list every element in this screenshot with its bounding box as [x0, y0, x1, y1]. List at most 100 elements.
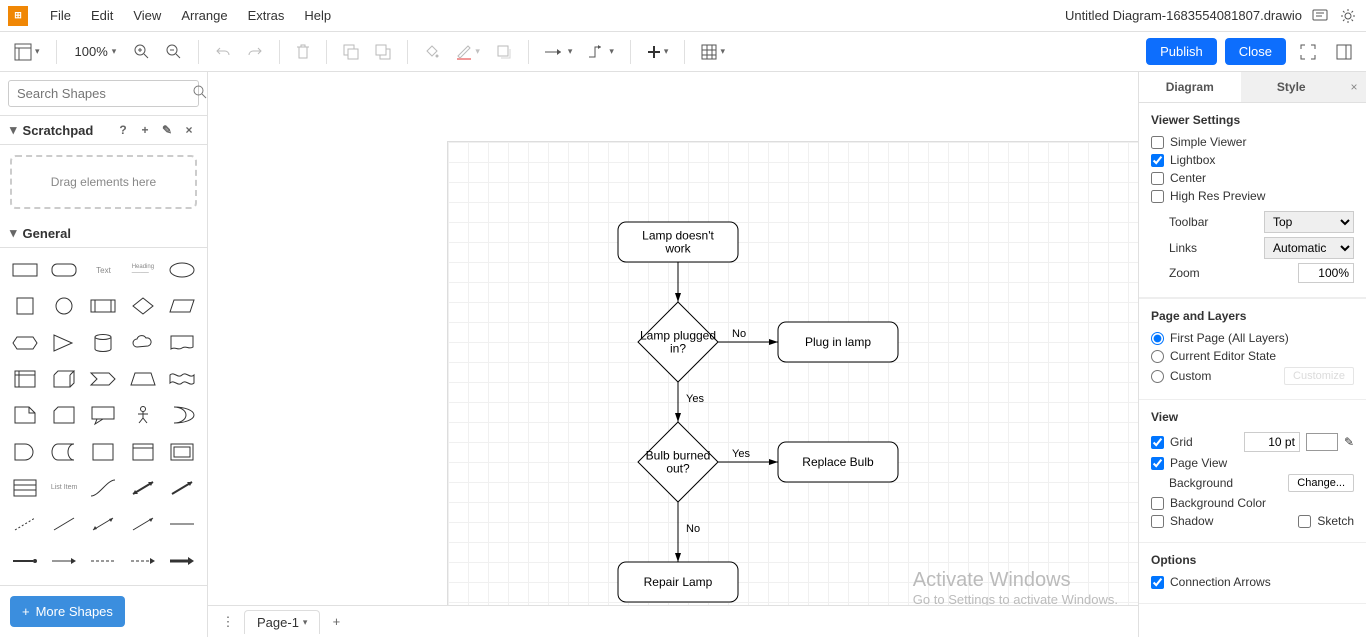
- shadow-button[interactable]: [490, 38, 518, 66]
- shape-conn3[interactable]: [87, 547, 120, 575]
- menu-extras[interactable]: Extras: [238, 4, 295, 27]
- center-checkbox[interactable]: [1151, 172, 1164, 185]
- links-select[interactable]: Automatic: [1264, 237, 1354, 259]
- theme-icon[interactable]: [1338, 6, 1358, 26]
- conn-arrows-checkbox[interactable]: [1151, 576, 1164, 589]
- scratchpad-header[interactable]: ▾ Scratchpad ? + ✎ ×: [0, 116, 207, 145]
- to-back-button[interactable]: [369, 38, 397, 66]
- shape-list-item[interactable]: List Item: [47, 474, 80, 502]
- shape-diamond[interactable]: [126, 292, 159, 320]
- undo-button[interactable]: [209, 38, 237, 66]
- shape-line[interactable]: [47, 510, 80, 538]
- redo-button[interactable]: [241, 38, 269, 66]
- fullscreen-button[interactable]: [1294, 38, 1322, 66]
- delete-button[interactable]: [290, 38, 316, 66]
- shape-trapezoid[interactable]: [126, 365, 159, 393]
- sketch-checkbox[interactable]: [1298, 515, 1311, 528]
- zoom-out-button[interactable]: [160, 38, 188, 66]
- tab-diagram[interactable]: Diagram: [1139, 72, 1241, 102]
- canvas-area[interactable]: NoYesYesNoLamp doesn'tworkLamp pluggedin…: [208, 72, 1138, 637]
- close-panel-icon[interactable]: ×: [1342, 72, 1366, 102]
- add-button[interactable]: [641, 38, 675, 66]
- highres-checkbox[interactable]: [1151, 190, 1164, 203]
- menu-arrange[interactable]: Arrange: [171, 4, 237, 27]
- shape-tape[interactable]: [166, 365, 199, 393]
- shape-circle[interactable]: [47, 292, 80, 320]
- shape-internal-storage[interactable]: [8, 365, 41, 393]
- pages-menu-button[interactable]: ⋮: [216, 610, 240, 634]
- connection-style-button[interactable]: [539, 38, 579, 66]
- shape-actor[interactable]: [126, 401, 159, 429]
- publish-button[interactable]: Publish: [1146, 38, 1217, 65]
- zoom-in-button[interactable]: [128, 38, 156, 66]
- shadow-checkbox[interactable]: [1151, 515, 1164, 528]
- shape-data-storage[interactable]: [47, 438, 80, 466]
- shape-link[interactable]: [166, 510, 199, 538]
- format-panel-button[interactable]: [1330, 38, 1358, 66]
- shape-dir-thin[interactable]: [126, 510, 159, 538]
- shape-container-titled[interactable]: [126, 438, 159, 466]
- shape-conn4[interactable]: [126, 547, 159, 575]
- fill-color-button[interactable]: [418, 38, 446, 66]
- more-shapes-button[interactable]: + More Shapes: [10, 596, 125, 627]
- bgcolor-checkbox[interactable]: [1151, 497, 1164, 510]
- page-tab-1[interactable]: Page-1 ▾: [244, 610, 320, 634]
- document-title[interactable]: Untitled Diagram-1683554081807.drawio: [1065, 8, 1302, 23]
- shape-frame[interactable]: [166, 438, 199, 466]
- to-front-button[interactable]: [337, 38, 365, 66]
- zoom-dropdown[interactable]: 100%▾: [67, 44, 125, 59]
- shape-parallelogram[interactable]: [166, 292, 199, 320]
- toolbar-select[interactable]: Top: [1264, 211, 1354, 233]
- tab-style[interactable]: Style: [1241, 72, 1343, 102]
- shape-hexagon[interactable]: [8, 329, 41, 357]
- general-header[interactable]: ▾ General: [0, 219, 207, 248]
- view-mode-button[interactable]: [8, 38, 46, 66]
- grid-color-swatch[interactable]: [1306, 433, 1338, 451]
- simple-viewer-checkbox[interactable]: [1151, 136, 1164, 149]
- scratchpad-edit-icon[interactable]: ✎: [159, 122, 175, 138]
- shape-triangle[interactable]: [47, 329, 80, 357]
- shape-roundrect[interactable]: [47, 256, 80, 284]
- menu-help[interactable]: Help: [294, 4, 341, 27]
- shape-document[interactable]: [166, 329, 199, 357]
- scratchpad-help-icon[interactable]: ?: [115, 122, 131, 138]
- shape-curve[interactable]: [87, 474, 120, 502]
- search-shapes-input[interactable]: [17, 86, 193, 101]
- shape-ellipse[interactable]: [166, 256, 199, 284]
- table-button[interactable]: [695, 38, 731, 66]
- scratchpad-dropzone[interactable]: Drag elements here: [10, 155, 197, 209]
- custom-radio[interactable]: [1151, 370, 1164, 383]
- shape-container[interactable]: [87, 438, 120, 466]
- menu-file[interactable]: File: [40, 4, 81, 27]
- menu-edit[interactable]: Edit: [81, 4, 123, 27]
- scratchpad-add-icon[interactable]: +: [137, 122, 153, 138]
- line-color-button[interactable]: [450, 38, 486, 66]
- shape-and[interactable]: [8, 438, 41, 466]
- shape-text[interactable]: Text: [87, 256, 120, 284]
- shape-card[interactable]: [47, 401, 80, 429]
- lightbox-checkbox[interactable]: [1151, 154, 1164, 167]
- shape-note[interactable]: [8, 401, 41, 429]
- shape-process[interactable]: [87, 292, 120, 320]
- change-background-button[interactable]: Change...: [1288, 474, 1354, 492]
- shape-bidir-arrow[interactable]: [126, 474, 159, 502]
- grid-checkbox[interactable]: [1151, 436, 1164, 449]
- shape-arrow[interactable]: [166, 474, 199, 502]
- shape-textbox[interactable]: Heading────: [126, 256, 159, 284]
- add-page-button[interactable]: +: [324, 610, 348, 634]
- grid-size-input[interactable]: [1244, 432, 1300, 452]
- customize-button[interactable]: Customize: [1284, 367, 1354, 385]
- scratchpad-close-icon[interactable]: ×: [181, 122, 197, 138]
- shape-cube[interactable]: [47, 365, 80, 393]
- shape-list[interactable]: [8, 474, 41, 502]
- shape-bidir-thin[interactable]: [87, 510, 120, 538]
- shape-rect[interactable]: [8, 256, 41, 284]
- pageview-checkbox[interactable]: [1151, 457, 1164, 470]
- comments-icon[interactable]: [1310, 6, 1330, 26]
- shape-square[interactable]: [8, 292, 41, 320]
- shape-conn2[interactable]: [47, 547, 80, 575]
- close-button[interactable]: Close: [1225, 38, 1286, 65]
- shape-or[interactable]: [166, 401, 199, 429]
- search-icon[interactable]: [193, 85, 207, 102]
- waypoint-style-button[interactable]: [582, 38, 620, 66]
